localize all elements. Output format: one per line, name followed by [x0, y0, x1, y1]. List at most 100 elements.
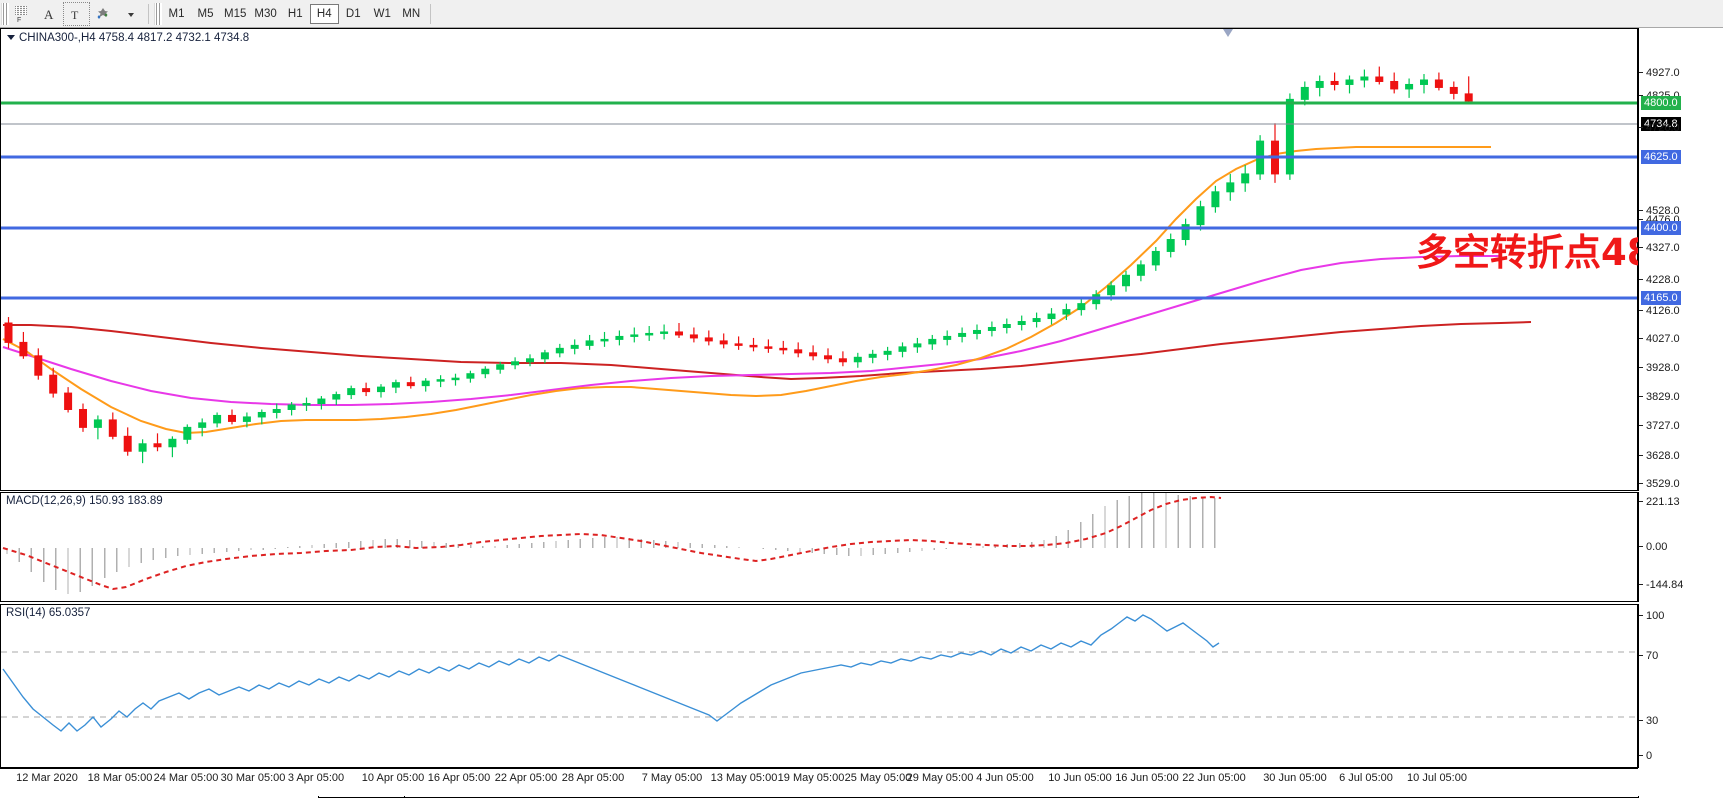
candle-body [764, 346, 773, 349]
candle-body [958, 332, 967, 337]
time-label-2: 24 Mar 05:00 [153, 772, 219, 784]
rsi-axis[interactable]: 100 70 30 0 [1638, 604, 1723, 768]
candle-body [540, 352, 549, 360]
price-axis[interactable]: 4927.04825.04800.04734.84726.04625.04528… [1638, 28, 1723, 522]
macd-tick-221.13: 221.13 [1639, 496, 1680, 508]
candle-body [883, 350, 892, 355]
chevron-down-icon[interactable] [117, 2, 144, 26]
timeframe-m15[interactable]: M15 [224, 7, 247, 20]
candle-body [868, 353, 877, 358]
symbol-ohlc-text: CHINA300-,H4 4758.4 4817.2 4732.1 4734.8 [19, 32, 250, 44]
candle-body [257, 411, 266, 418]
price-chart-pane[interactable]: CHINA300-,H4 4758.4 4817.2 4732.1 4734.8… [0, 28, 1704, 491]
macd-label: MACD(12,26,9) 150.93 183.89 [6, 495, 163, 507]
price-tick-4165.0: 4165.0 [1641, 291, 1681, 305]
time-label-10: 13 May 05:00 [710, 772, 778, 784]
timeframe-mn[interactable]: MN [402, 7, 421, 20]
candle-body [406, 382, 415, 387]
timeframe-m1[interactable]: M1 [168, 7, 185, 20]
time-label-6: 16 Apr 05:00 [427, 772, 491, 784]
candle-body [1017, 321, 1026, 326]
candle-body [570, 344, 579, 349]
candle-body [93, 419, 102, 428]
candle-body [1315, 80, 1324, 88]
candle-body [1062, 309, 1071, 315]
candle-body [34, 355, 43, 376]
candle-body [719, 340, 728, 345]
time-label-0: 12 Mar 2020 [16, 772, 78, 784]
text-label-icon[interactable]: A [36, 2, 63, 26]
macd-axis[interactable]: 221.13 0.00 -144.84 [1638, 492, 1723, 602]
candle-body [973, 329, 981, 334]
candle-bars [4, 66, 1473, 464]
candle-body [496, 364, 505, 370]
candle-body [377, 386, 385, 393]
price-tick-4726.0: 4726.0 [1639, 122, 1680, 134]
symbol-info-label: CHINA300-,H4 4758.4 4817.2 4732.1 4734.8 [7, 32, 249, 44]
timeframe-h4[interactable]: H4 [309, 3, 339, 24]
candle-body [689, 334, 698, 339]
macd-pane[interactable]: MACD(12,26,9) 150.93 183.89 [0, 492, 1638, 602]
candle-body [347, 388, 356, 396]
candle-body [526, 358, 534, 363]
macd-canvas [2, 493, 1222, 594]
candle-body [749, 344, 758, 348]
candle-body [1181, 224, 1190, 241]
candle-body [794, 349, 803, 354]
candle-body [1077, 303, 1086, 311]
time-label-4: 3 Apr 05:00 [287, 772, 345, 784]
candle-body [1390, 80, 1399, 90]
candle-body [1166, 239, 1175, 252]
candle-body [183, 426, 192, 440]
candle-body [1211, 191, 1220, 208]
timeframe-d1[interactable]: D1 [345, 7, 361, 20]
time-label-12: 25 May 05:00 [844, 772, 912, 784]
candle-body [1107, 285, 1116, 296]
candle-body [64, 392, 73, 410]
timeframe-h1[interactable]: H1 [287, 7, 303, 20]
candle-body [585, 340, 594, 346]
candle-body [198, 422, 207, 428]
candle-body [49, 374, 58, 394]
macd-tick--144.84: -144.84 [1639, 579, 1683, 591]
time-label-8: 28 Apr 05:00 [561, 772, 625, 784]
candle-body [138, 443, 147, 452]
candle-body [1330, 80, 1339, 85]
rsi-canvas [1, 614, 1637, 732]
timeframe-m5[interactable]: M5 [197, 7, 214, 20]
time-label-5: 10 Apr 05:00 [361, 772, 425, 784]
candle-body [19, 341, 28, 357]
candle-body [421, 380, 430, 387]
price-tick-4327.0: 4327.0 [1639, 242, 1680, 254]
macd-histogram [6, 493, 1216, 594]
price-tick-4927.0: 4927.0 [1639, 67, 1680, 79]
time-label-15: 10 Jun 05:00 [1048, 772, 1112, 784]
timeframe-drag-handle[interactable] [154, 2, 162, 25]
time-label-11: 19 May 05:00 [777, 772, 845, 784]
svg-text:A: A [44, 7, 54, 22]
candle-body [1136, 264, 1145, 276]
collapse-arrow-icon[interactable] [7, 35, 15, 40]
objects-icon[interactable] [90, 2, 117, 26]
time-label-17: 22 Jun 05:00 [1182, 772, 1246, 784]
candle-body [630, 334, 639, 337]
price-tick-4027.0: 4027.0 [1639, 333, 1680, 345]
svg-text:F: F [17, 17, 21, 23]
price-tick-4126.0: 4126.0 [1639, 305, 1680, 317]
time-label-13: 29 May 05:00 [906, 772, 974, 784]
candle-body [615, 335, 624, 340]
timeframe-w1[interactable]: W1 [373, 7, 391, 20]
toolbar-drag-handle[interactable] [1, 2, 9, 25]
toolbar-divider-2 [429, 3, 431, 24]
time-label-9: 7 May 05:00 [641, 772, 703, 784]
price-tick-3727.0: 3727.0 [1639, 420, 1680, 432]
crosshair-grid-icon[interactable]: F [9, 2, 36, 26]
text-box-icon[interactable]: T [63, 1, 90, 26]
timeframe-m30[interactable]: M30 [254, 7, 277, 20]
time-label-3: 30 Mar 05:00 [220, 772, 286, 784]
candle-body [317, 398, 326, 405]
rsi-pane[interactable]: RSI(14) 65.0357 [0, 604, 1638, 768]
candle-body [600, 338, 609, 342]
price-tick-4734.8: 4734.8 [1641, 117, 1681, 131]
